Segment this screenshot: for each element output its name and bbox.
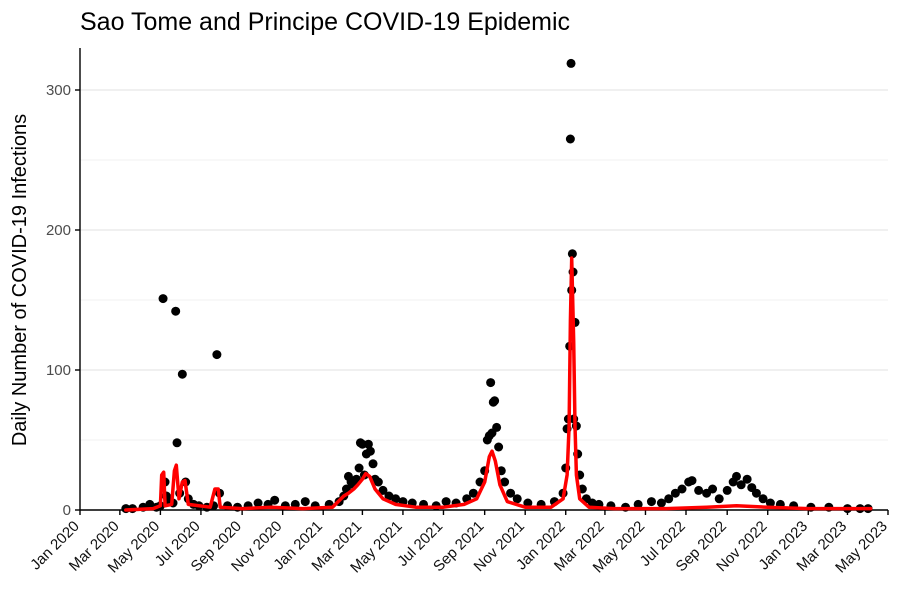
data-point	[212, 350, 221, 359]
data-point	[486, 378, 495, 387]
data-point	[723, 486, 732, 495]
chart-title: Sao Tome and Principe COVID-19 Epidemic	[80, 8, 570, 36]
data-point	[490, 396, 499, 405]
data-point	[687, 476, 696, 485]
data-point	[366, 447, 375, 456]
y-tick-label: 200	[46, 222, 71, 239]
data-point	[171, 307, 180, 316]
y-tick-label: 100	[46, 362, 71, 379]
data-point	[567, 59, 576, 68]
y-tick-label: 300	[46, 82, 71, 99]
smoothed-lines	[126, 258, 871, 510]
grid-lines	[80, 90, 888, 510]
data-point	[494, 443, 503, 452]
data-point	[678, 485, 687, 494]
data-point	[301, 497, 310, 506]
data-point	[715, 494, 724, 503]
data-point	[270, 496, 279, 505]
data-point	[743, 475, 752, 484]
data-point	[566, 135, 575, 144]
data-point	[492, 423, 501, 432]
scatter-points	[121, 59, 872, 513]
y-tick-label: 0	[63, 502, 71, 519]
y-ticks: 0 100 200 300	[46, 82, 80, 519]
data-point	[708, 485, 717, 494]
data-point	[694, 486, 703, 495]
data-point	[159, 294, 168, 303]
y-axis-label: Daily Number of COVID-19 Infections	[9, 114, 31, 446]
data-point	[178, 370, 187, 379]
data-point	[173, 438, 182, 447]
data-point	[369, 459, 378, 468]
smoothed-line	[126, 258, 871, 510]
data-point	[732, 472, 741, 481]
data-point	[647, 497, 656, 506]
